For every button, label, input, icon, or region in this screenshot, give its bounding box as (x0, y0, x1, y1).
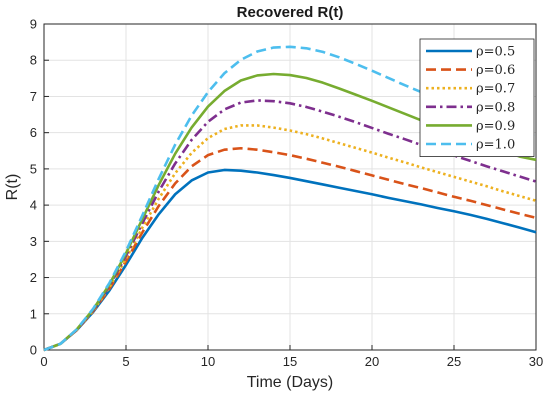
series-line-2 (43, 146, 537, 352)
x-tick-label: 0 (40, 354, 47, 369)
x-tick-label: 10 (201, 354, 215, 369)
y-tick-label: 0 (30, 343, 37, 358)
y-axis-label: R(t) (4, 174, 21, 201)
x-tick-label: 5 (122, 354, 129, 369)
y-tick-label: 5 (30, 161, 37, 176)
legend-label: ρ=0.6 (476, 63, 515, 78)
y-tick-label: 3 (30, 234, 37, 249)
legend-label: ρ=0.5 (476, 45, 515, 60)
series-line-6 (43, 45, 537, 352)
y-tick-label: 8 (30, 53, 37, 68)
legend-label: ρ=1.0 (476, 138, 515, 153)
y-tick-label: 7 (30, 89, 37, 104)
legend-label: ρ=0.7 (476, 82, 515, 97)
legend-box (419, 38, 535, 157)
legend-label: ρ=0.8 (476, 100, 515, 115)
x-axis-label: Time (Days) (247, 374, 334, 391)
legend-label: ρ=0.9 (476, 119, 515, 134)
legend: ρ=0.5 ρ=0.6 ρ=0.7 ρ=0.8 ρ=0.9 ρ=1.0 (419, 38, 535, 157)
series-line-1 (43, 168, 537, 352)
x-tick-label: 15 (283, 354, 297, 369)
chart-title: Recovered R(t) (237, 4, 344, 21)
x-tick-label: 25 (447, 354, 461, 369)
series-line-3 (43, 124, 537, 352)
x-tick-label: 20 (365, 354, 379, 369)
y-tick-label: 1 (30, 306, 37, 321)
y-tick-label: 4 (30, 198, 37, 213)
x-axis-ticks: 0 5 10 15 20 25 30 (40, 345, 543, 369)
y-tick-label: 2 (30, 270, 37, 285)
x-tick-label: 30 (529, 354, 543, 369)
y-tick-label: 9 (30, 17, 37, 32)
y-axis-ticks: 0 1 2 3 4 5 6 7 8 9 (30, 17, 49, 358)
y-tick-label: 6 (30, 125, 37, 140)
